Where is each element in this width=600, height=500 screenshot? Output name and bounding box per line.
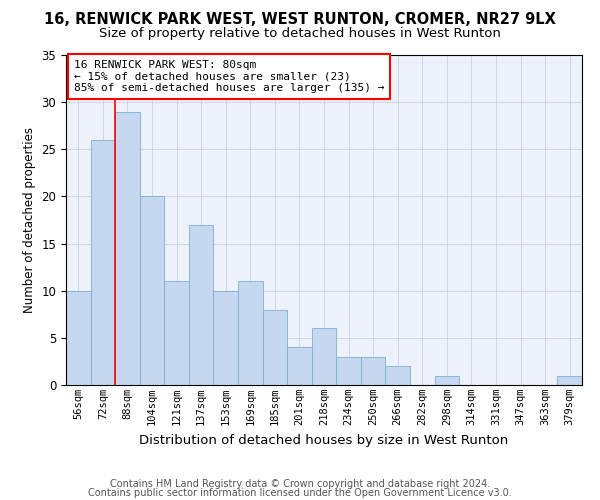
Text: 16, RENWICK PARK WEST, WEST RUNTON, CROMER, NR27 9LX: 16, RENWICK PARK WEST, WEST RUNTON, CROM… — [44, 12, 556, 28]
Bar — [287, 348, 312, 385]
Bar — [385, 366, 410, 385]
Bar — [238, 282, 263, 385]
Y-axis label: Number of detached properties: Number of detached properties — [23, 127, 36, 313]
Bar — [361, 356, 385, 385]
Bar — [91, 140, 115, 385]
Bar — [140, 196, 164, 385]
Bar — [164, 282, 189, 385]
Bar — [263, 310, 287, 385]
Bar — [115, 112, 140, 385]
Bar — [434, 376, 459, 385]
Text: Size of property relative to detached houses in West Runton: Size of property relative to detached ho… — [99, 28, 501, 40]
Bar — [214, 290, 238, 385]
Text: Contains HM Land Registry data © Crown copyright and database right 2024.: Contains HM Land Registry data © Crown c… — [110, 479, 490, 489]
Bar — [312, 328, 336, 385]
Bar — [557, 376, 582, 385]
Bar — [336, 356, 361, 385]
Bar — [189, 224, 214, 385]
Text: Contains public sector information licensed under the Open Government Licence v3: Contains public sector information licen… — [88, 488, 512, 498]
Text: 16 RENWICK PARK WEST: 80sqm
← 15% of detached houses are smaller (23)
85% of sem: 16 RENWICK PARK WEST: 80sqm ← 15% of det… — [74, 60, 384, 93]
X-axis label: Distribution of detached houses by size in West Runton: Distribution of detached houses by size … — [139, 434, 509, 446]
Bar — [66, 290, 91, 385]
